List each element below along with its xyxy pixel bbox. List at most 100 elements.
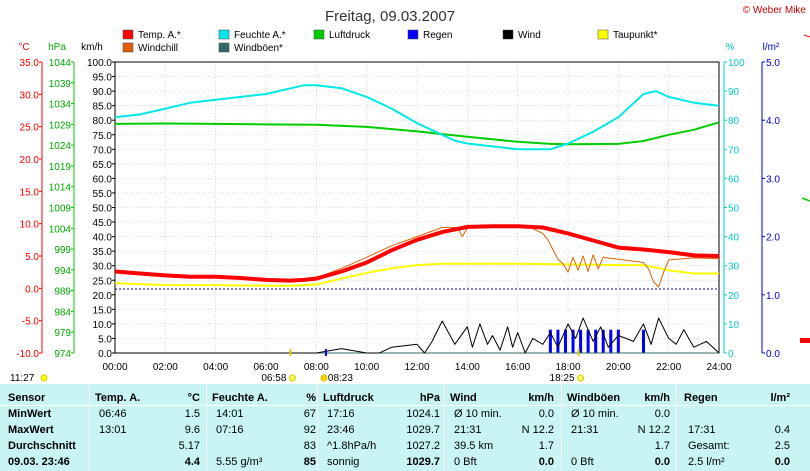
legend-label: Wind bbox=[518, 30, 541, 41]
wind-tick-label: 70.0 bbox=[93, 145, 113, 156]
moon-icon bbox=[40, 374, 48, 382]
legend-item-5: Wind bbox=[502, 29, 541, 41]
rain-bar bbox=[616, 329, 620, 353]
weather-chart: Freitag, 09.03.2007 © Weber Mike Temp. A… bbox=[10, 5, 810, 384]
table-divider bbox=[89, 384, 90, 471]
wind-value: 0.0 bbox=[538, 408, 554, 420]
wind-tick-label: 80.0 bbox=[93, 116, 113, 127]
wind-value: N 12.2 bbox=[521, 424, 554, 436]
wind-tick-label: 65.0 bbox=[93, 160, 113, 171]
temp-tick-label: 0.0 bbox=[25, 284, 39, 295]
humidity-tick-label: 70 bbox=[728, 145, 740, 156]
wind-tick-label: 15.0 bbox=[93, 305, 113, 316]
gust-value: 1.7 bbox=[654, 440, 670, 452]
temp-tick-label: 10.0 bbox=[20, 220, 40, 231]
legend-item-3: Luftdruck bbox=[313, 29, 371, 41]
humidity-tick-label: 20 bbox=[728, 291, 740, 302]
legend-swatch bbox=[597, 29, 609, 40]
humidity-tick-label: 30 bbox=[728, 262, 740, 273]
rain-tick-label: 0.0 bbox=[766, 349, 780, 360]
moonrise-time-label: 08:23 bbox=[328, 373, 353, 384]
pressure-value: 1029.7 bbox=[406, 424, 440, 436]
row-label: 09.03. 23:46 bbox=[8, 456, 70, 468]
legend-label: Luftdruck bbox=[329, 30, 371, 41]
series-line-luftdruck bbox=[114, 121, 720, 146]
header-gust: Windböen bbox=[567, 392, 621, 404]
legend-item-6: Taupunkt* bbox=[597, 29, 658, 41]
legend-swatch bbox=[502, 29, 514, 40]
pressure-axis-header: hPa bbox=[48, 42, 66, 53]
pressure-value: 1027.2 bbox=[406, 440, 440, 452]
table-divider bbox=[444, 384, 445, 471]
humidity-tick-label: 0 bbox=[728, 349, 734, 360]
x-tick-label: 02:00 bbox=[153, 362, 178, 373]
header-rain-unit: l/m² bbox=[770, 392, 790, 404]
pressure-tick-label: 1024 bbox=[49, 141, 72, 152]
wind-time: 21:31 bbox=[454, 424, 482, 436]
moon-time-label: 11:27 bbox=[10, 373, 35, 384]
header-gust-unit: km/h bbox=[644, 392, 670, 404]
legend-swatch bbox=[313, 29, 325, 40]
sun-moon-markers: 06:58 08:23 18:25 11:27 bbox=[10, 349, 585, 384]
edge-red-top-mark bbox=[803, 34, 810, 38]
legend-swatch bbox=[122, 42, 134, 53]
legend-swatch bbox=[122, 29, 134, 40]
pressure-time: 23:46 bbox=[327, 424, 355, 436]
rain-tick-label: 5.0 bbox=[766, 58, 780, 69]
x-tick-label: 12:00 bbox=[404, 362, 429, 373]
temp-tick-label: 35.0 bbox=[20, 58, 40, 69]
rain-bar bbox=[571, 329, 575, 353]
pressure-tick-label: 1014 bbox=[49, 183, 72, 194]
gust-time: 21:31 bbox=[571, 424, 599, 436]
rain-time: 17:31 bbox=[688, 424, 716, 436]
pressure-tick-label: 1029 bbox=[49, 120, 72, 131]
table-header-divider bbox=[0, 405, 810, 406]
legend-item-4: Regen bbox=[407, 29, 452, 41]
pressure-tick-label: 1044 bbox=[49, 58, 72, 69]
humidity-value: 85 bbox=[303, 456, 316, 468]
temp-tick-label: 20.0 bbox=[20, 155, 40, 166]
rain-bar bbox=[586, 329, 590, 353]
pressure-tick-label: 989 bbox=[54, 287, 71, 298]
header-sensor: Sensor bbox=[8, 392, 46, 404]
x-tick-label: 14:00 bbox=[455, 362, 480, 373]
legend-item-1: Temp. A.* bbox=[122, 29, 181, 41]
humidity-axis-header: % bbox=[726, 42, 735, 53]
wind-tick-label: 45.0 bbox=[93, 218, 113, 229]
row-label: MaxWert bbox=[8, 424, 54, 436]
rain-tick-label: 2.0 bbox=[766, 233, 780, 244]
temp-tick-label: -5.0 bbox=[22, 317, 40, 328]
wind-tick-label: 20.0 bbox=[93, 291, 113, 302]
legend-label: Windchill bbox=[138, 43, 178, 54]
pressure-tick-label: 984 bbox=[54, 307, 71, 318]
wind-tick-label: 55.0 bbox=[93, 189, 113, 200]
rain-time: 2.5 l/m² bbox=[688, 456, 725, 468]
humidity-value: 83 bbox=[303, 440, 316, 452]
moonrise-icon bbox=[320, 374, 328, 382]
wind-tick-label: 85.0 bbox=[93, 102, 113, 113]
header-temp-unit: °C bbox=[187, 392, 200, 404]
row-label: MinWert bbox=[8, 408, 52, 420]
rain-bar bbox=[609, 329, 613, 353]
table-divider bbox=[317, 384, 318, 471]
plot-axes: 35.0 30.0 25.0 20.0 15.0 10.0 5.0 0.0 -5.0 -10.0 1… bbox=[16, 58, 780, 360]
legend-swatch bbox=[218, 29, 230, 40]
pressure-tick-label: 974 bbox=[54, 349, 71, 360]
wind-time: 39.5 km bbox=[454, 440, 494, 452]
row-label: Durchschnitt bbox=[8, 440, 76, 452]
temp-value: 9.6 bbox=[184, 424, 200, 436]
x-tick-label: 04:00 bbox=[203, 362, 228, 373]
pressure-time: sonnig bbox=[327, 456, 360, 468]
legend-label: Temp. A.* bbox=[138, 30, 181, 41]
pressure-tick-label: 1034 bbox=[49, 100, 72, 111]
humidity-value: 92 bbox=[303, 424, 316, 436]
gust-time: Ø 10 min. bbox=[571, 408, 619, 420]
wind-time: 0 Bft bbox=[454, 456, 477, 468]
table-divider bbox=[676, 384, 677, 471]
humidity-tick-label: 50 bbox=[728, 204, 740, 215]
gust-value: 0.0 bbox=[654, 456, 670, 468]
x-tick-label: 16:00 bbox=[505, 362, 530, 373]
temp-tick-label: 25.0 bbox=[20, 123, 40, 134]
temp-value: 4.4 bbox=[184, 456, 200, 468]
sunset-time-label: 18:25 bbox=[550, 373, 575, 384]
